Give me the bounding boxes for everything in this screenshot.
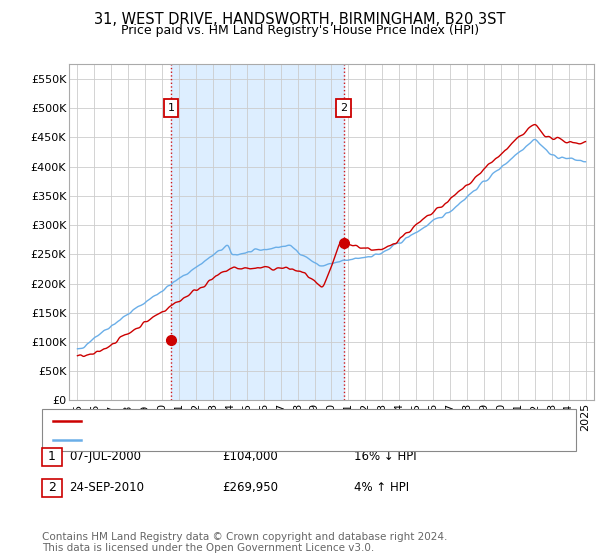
Text: 24-SEP-2010: 24-SEP-2010 bbox=[69, 481, 144, 494]
Text: 1: 1 bbox=[48, 450, 56, 464]
Text: 2: 2 bbox=[340, 103, 347, 113]
Text: 4% ↑ HPI: 4% ↑ HPI bbox=[354, 481, 409, 494]
Text: £104,000: £104,000 bbox=[222, 450, 278, 464]
Text: HPI: Average price, detached house, Birmingham: HPI: Average price, detached house, Birm… bbox=[87, 433, 377, 446]
Text: £269,950: £269,950 bbox=[222, 481, 278, 494]
Text: Contains HM Land Registry data © Crown copyright and database right 2024.
This d: Contains HM Land Registry data © Crown c… bbox=[42, 531, 448, 553]
Text: 31, WEST DRIVE, HANDSWORTH, BIRMINGHAM, B20 3ST (detached house): 31, WEST DRIVE, HANDSWORTH, BIRMINGHAM, … bbox=[87, 414, 526, 427]
Text: 07-JUL-2000: 07-JUL-2000 bbox=[69, 450, 141, 464]
Text: Price paid vs. HM Land Registry's House Price Index (HPI): Price paid vs. HM Land Registry's House … bbox=[121, 24, 479, 36]
Text: 1: 1 bbox=[167, 103, 175, 113]
Text: 16% ↓ HPI: 16% ↓ HPI bbox=[354, 450, 416, 464]
Text: 2: 2 bbox=[48, 481, 56, 494]
Text: 31, WEST DRIVE, HANDSWORTH, BIRMINGHAM, B20 3ST: 31, WEST DRIVE, HANDSWORTH, BIRMINGHAM, … bbox=[94, 12, 506, 27]
Bar bbox=[171, 64, 344, 400]
